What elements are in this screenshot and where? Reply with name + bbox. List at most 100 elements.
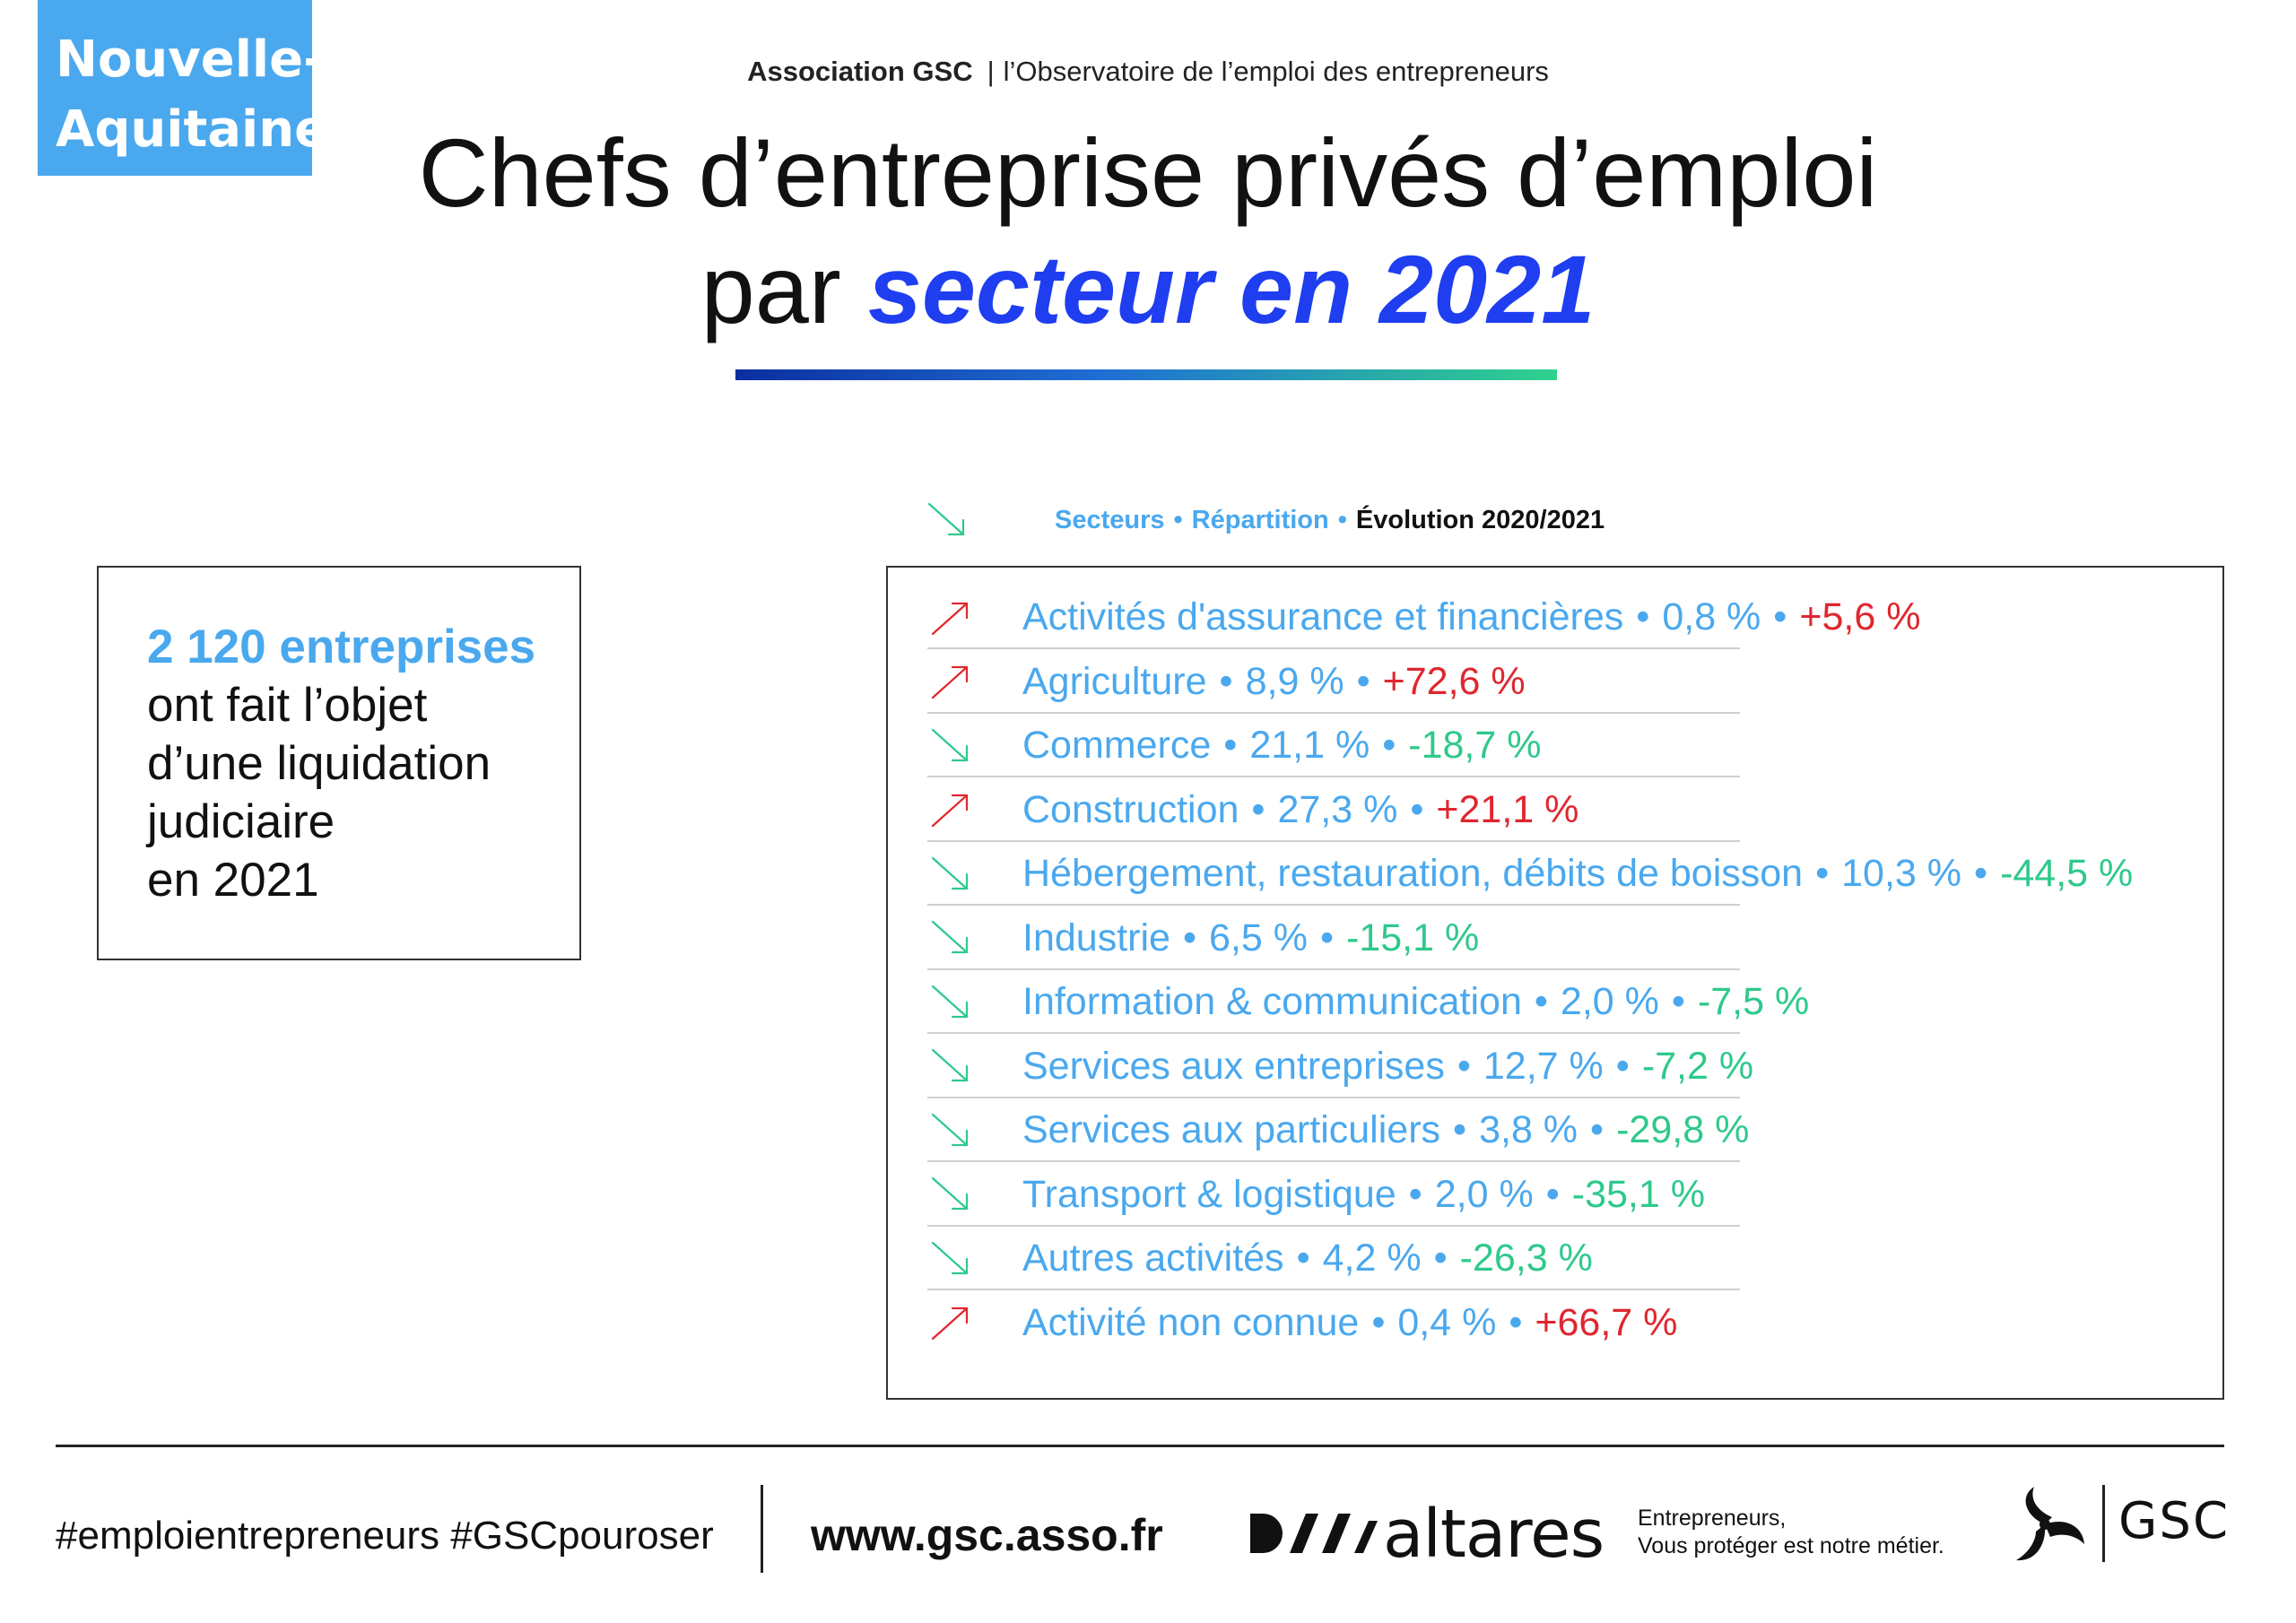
legend-evolution: Évolution 2020/2021 [1355, 505, 1605, 534]
tagline-line1: Entrepreneurs, [1638, 1506, 1787, 1531]
sector-bullet: • [1545, 1172, 1560, 1216]
sector-evolution: -7,5 % [1697, 980, 1810, 1023]
sector-row: Services aux particuliers • 3,8 % • -29,8 % [927, 1098, 2201, 1162]
sector-bullet: • [1219, 659, 1233, 703]
sector-name: Activités d'assurance et financières [1022, 595, 1624, 638]
arrow-down-right-icon [927, 983, 981, 1022]
sector-row: Autres activités • 4,2 % • -26,3 % [927, 1227, 2201, 1290]
sector-name: Services aux particuliers [1022, 1108, 1441, 1151]
sector-bullet: • [1382, 724, 1396, 767]
column-legend: Secteurs • Répartition • Évolution 2020/… [924, 500, 1605, 540]
sector-share: 0,4 % [1397, 1300, 1497, 1344]
arrow-down-right-icon [927, 918, 981, 958]
arrow-down-right-icon [927, 1046, 981, 1086]
sector-share: 21,1 % [1249, 724, 1370, 767]
arrow-up-right-icon [927, 662, 981, 701]
org-name: Association GSC [747, 56, 973, 87]
summary-line: d’une liquidation [147, 737, 491, 790]
region-badge-line2: Aquitaine [56, 100, 329, 159]
sector-bullet: • [1251, 787, 1265, 831]
sector-bullet: • [1408, 1172, 1422, 1216]
region-badge: Nouvelle- Aquitaine [38, 0, 329, 176]
sector-name: Hébergement, restauration, débits de boi… [1022, 852, 1804, 895]
footer-separator [761, 1485, 763, 1573]
sector-share: 2,0 % [1560, 980, 1659, 1023]
sector-bullet: • [1182, 916, 1196, 959]
sector-bullet: • [1773, 595, 1787, 638]
sector-name: Construction [1022, 787, 1239, 831]
arrow-down-right-icon [927, 1111, 981, 1150]
sector-share: 6,5 % [1209, 916, 1308, 959]
sector-bullet: • [1590, 1108, 1605, 1151]
legend-share: Répartition [1191, 505, 1329, 534]
sector-entry: Agriculture • 8,9 % • +72,6 % [1022, 660, 1526, 704]
sector-name: Activité non connue [1022, 1300, 1360, 1344]
sector-share: 10,3 % [1841, 852, 1962, 895]
sector-bullet: • [1636, 595, 1650, 638]
arrow-down-right-icon [927, 1239, 981, 1279]
sector-evolution: +72,6 % [1382, 659, 1526, 703]
sector-evolution: +21,1 % [1436, 787, 1579, 831]
sector-bullet: • [1671, 980, 1685, 1023]
sector-bullet: • [1457, 1044, 1471, 1088]
sector-row: Industrie • 6,5 % • -15,1 % [927, 907, 2201, 970]
sector-evolution: -26,3 % [1459, 1237, 1593, 1280]
page-title-line1: Chefs d’entreprise privés d’emploi [418, 118, 1878, 227]
legend-bullet: • [1173, 505, 1183, 534]
sector-entry: Activité non connue • 0,4 % • +66,7 % [1022, 1301, 1677, 1345]
row-divider [927, 968, 1740, 970]
sector-row: Construction • 27,3 % • +21,1 % [927, 778, 2201, 842]
sector-bullet: • [1534, 980, 1548, 1023]
summary-count: 2 120 entreprises [147, 621, 536, 673]
sector-entry: Information & communication • 2,0 % • -7,5 % [1022, 980, 1809, 1024]
sector-entry: Activités d'assurance et financières • 0,8… [1022, 595, 1920, 639]
legend-sectors: Secteurs [1055, 505, 1165, 534]
page-title-line2: par secteur en 2021 [0, 233, 2296, 345]
title-highlight: secteur en 2021 [867, 235, 1596, 343]
sector-entry: Autres activités • 4,2 % • -26,3 % [1022, 1237, 1593, 1280]
arrow-down-right-icon [927, 855, 981, 894]
sector-bullet: • [1615, 1044, 1630, 1088]
row-divider [927, 1160, 1740, 1162]
sector-entry: Services aux entreprises • 12,7 % • -7,2 % [1022, 1045, 1753, 1089]
summary-line: ont fait l’objet [147, 679, 428, 732]
summary-line: judiciaire [147, 795, 335, 848]
arrow-down-right-icon [927, 726, 981, 766]
row-divider [927, 647, 1740, 649]
sector-evolution: -44,5 % [2000, 852, 2134, 895]
sector-entry: Hébergement, restauration, débits de boi… [1022, 852, 2133, 896]
footer-divider [56, 1445, 2224, 1447]
sector-entry: Services aux particuliers • 3,8 % • -29,8 % [1022, 1108, 1749, 1152]
sector-bullet: • [1974, 852, 1988, 895]
sector-bullet: • [1453, 1108, 1467, 1151]
footer-hashtags[interactable]: #emploientrepreneurs #GSCpouroser [56, 1514, 714, 1558]
sector-entry: Transport & logistique • 2,0 % • -35,1 % [1022, 1173, 1705, 1217]
arrow-up-right-icon [927, 790, 981, 829]
sector-bullet: • [1319, 916, 1335, 959]
sector-evolution: -35,1 % [1571, 1172, 1705, 1216]
sector-evolution: -29,8 % [1616, 1108, 1750, 1151]
sector-bullet: • [1296, 1237, 1310, 1280]
gsc-wordmark: GSC [2118, 1492, 2231, 1550]
sector-row: Activités d'assurance et financières • 0,8… [927, 586, 2201, 649]
summary-box: 2 120 entreprises ont fait l’objet d’une… [97, 566, 581, 960]
altares-logo: altares [1247, 1496, 1605, 1573]
sector-bullet: • [1410, 787, 1424, 831]
sector-row: Commerce • 21,1 % • -18,7 % [927, 714, 2201, 777]
sector-bullet: • [1356, 659, 1370, 703]
sector-row: Services aux entreprises • 12,7 % • -7,2 % [927, 1035, 2201, 1098]
sector-bullet: • [1509, 1300, 1523, 1344]
sector-bullet: • [1223, 724, 1238, 767]
org-header: Association GSC | l’Observatoire de l’empl… [0, 56, 2296, 88]
row-divider [927, 1224, 1740, 1227]
website-link[interactable]: www.gsc.asso.fr [811, 1510, 1163, 1560]
row-divider [927, 1096, 1740, 1098]
sector-share: 4,2 % [1322, 1237, 1422, 1280]
sector-share: 0,8 % [1662, 595, 1761, 638]
sector-name: Information & communication [1022, 980, 1522, 1023]
sector-bullet: • [1815, 852, 1830, 895]
sector-evolution: -7,2 % [1641, 1044, 1754, 1088]
sector-evolution: +5,6 % [1799, 595, 1921, 638]
row-divider [927, 839, 1740, 842]
sector-evolution: -15,1 % [1346, 916, 1480, 959]
